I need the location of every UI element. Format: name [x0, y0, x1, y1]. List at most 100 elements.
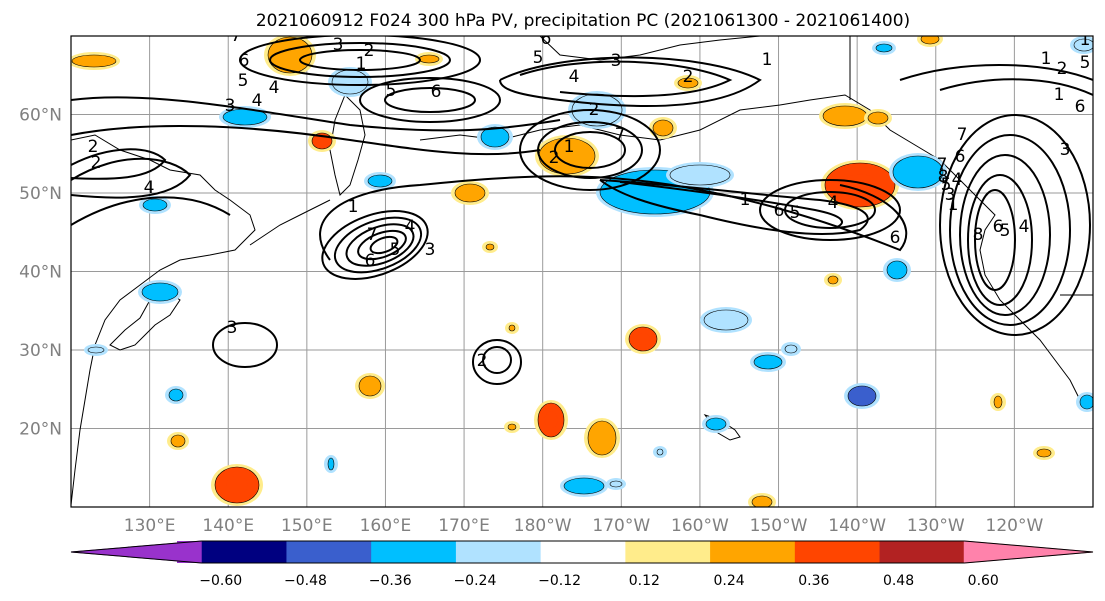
colorbar-tick-label: 0.48 [883, 573, 914, 589]
contour-label: 6 [1075, 97, 1086, 117]
contour-label: 2 [88, 137, 99, 157]
precip-shade [170, 434, 186, 448]
lon-tick-label: 150°W [750, 516, 808, 536]
contour-label: 5 [1000, 221, 1011, 241]
lon-tick-label: 130°W [907, 516, 965, 536]
lon-tick-label: 140°W [828, 516, 886, 536]
contour-label: 4 [828, 193, 839, 213]
lon-tick-label: 170°W [592, 516, 650, 536]
precip-shade-core [636, 333, 650, 345]
contour-label: 5 [238, 71, 249, 91]
contour-label: 4 [144, 178, 155, 198]
pv-contour [939, 114, 1091, 336]
lon-tick-label: 120°W [986, 516, 1044, 536]
pv-contour [239, 36, 481, 86]
pv-contour [71, 124, 541, 156]
colorbar-swatch [177, 541, 202, 563]
pv-contour [71, 196, 231, 226]
pv-contour [71, 96, 561, 132]
precip-shade [87, 346, 105, 354]
precip-shade [1079, 394, 1093, 410]
precip-shade [656, 448, 664, 456]
colorbar-tick-label: 0.24 [714, 573, 745, 589]
contour-label: 6 [774, 201, 785, 221]
contour-label: 1 [564, 137, 575, 157]
lat-tick-label: 50°N [19, 184, 62, 204]
contour-label: 3 [227, 318, 238, 338]
contour-label: 3 [611, 51, 622, 71]
map-frame [70, 35, 1094, 508]
colorbar-outline [70, 540, 1094, 564]
contour-label: 1 [1054, 85, 1065, 105]
contour-label: 6 [955, 147, 966, 167]
precip-shade [71, 54, 117, 68]
contour-label: 4 [569, 67, 580, 87]
precip-shade [892, 155, 944, 189]
precip-shade [875, 43, 893, 53]
contour-label: 2 [549, 148, 560, 168]
lon-tick-label: 180°W [514, 516, 572, 536]
pv-contour [472, 339, 522, 385]
contour-label: 6 [993, 217, 1004, 237]
precip-shade-core [544, 411, 558, 429]
precip-shade-core [842, 174, 878, 196]
lat-tick-label: 40°N [19, 263, 62, 283]
pv-contour [519, 60, 733, 98]
pv-contour [269, 42, 451, 78]
precip-shade [920, 36, 940, 45]
precip-shade [327, 457, 335, 471]
precip-shade [822, 105, 868, 127]
precip-shade [703, 309, 749, 331]
lon-tick-label: 150°E [281, 516, 333, 536]
pv-contour [959, 154, 1051, 316]
precip-shade [784, 344, 798, 354]
pv-contour [939, 78, 1093, 96]
pv-contour [321, 210, 429, 280]
contour-label: 5 [386, 81, 397, 101]
contour-label: 2 [1057, 59, 1068, 79]
contour-label: 5 [1080, 53, 1091, 73]
contour-label: 4 [269, 78, 280, 98]
pv-contour [299, 49, 421, 71]
precip-shade [507, 423, 517, 431]
pv-contour [357, 229, 407, 261]
pv-contour [599, 179, 869, 235]
colorbar-tick-label: 0.60 [968, 573, 999, 589]
contour-label: 5 [533, 48, 544, 68]
colorbar-tick-label: 0.36 [798, 573, 829, 589]
precip-shade-core [226, 476, 248, 494]
precip-shade [418, 54, 440, 64]
colorbar-tick-label: −0.36 [369, 573, 412, 589]
contour-label: 6 [239, 51, 250, 71]
longitude-labels: 130°E 140°E 150°E 160°E 170°E 180°W 170°W 160°W… [124, 516, 1044, 536]
contour-label: 7 [367, 225, 378, 245]
pv-contour [519, 109, 661, 191]
pv-contour [71, 157, 192, 199]
precip-shade [867, 111, 889, 125]
precip-shade [652, 119, 674, 137]
precip-shade [142, 198, 168, 212]
precip-shade [753, 354, 783, 370]
lon-tick-label: 140°E [202, 516, 254, 536]
precip-shade [358, 375, 382, 397]
pv-contour [212, 322, 278, 368]
lon-tick-label: 170°E [438, 516, 490, 536]
precipitation-shading [71, 36, 1093, 507]
contour-label: 4 [252, 91, 263, 111]
contour-label: 2 [364, 41, 375, 61]
contour-label: 3 [225, 96, 236, 116]
precip-shade [1073, 38, 1093, 52]
colorbar-extend-high [963, 540, 1094, 564]
colorbar-swatch [879, 541, 965, 563]
precip-shade [751, 495, 773, 507]
colorbar-labels: −0.60 −0.48 −0.36 −0.24 −0.12 0.12 0.24 0.36 0.4… [199, 573, 999, 589]
pv-contour [345, 223, 415, 267]
contour-label: 8 [973, 225, 984, 245]
pv-contour [974, 189, 1016, 291]
precip-shade [993, 395, 1003, 409]
contour-label: 4 [952, 170, 963, 190]
contour-label: 3 [945, 185, 956, 205]
coastline-kuril [249, 199, 331, 246]
precip-shade [587, 420, 617, 456]
